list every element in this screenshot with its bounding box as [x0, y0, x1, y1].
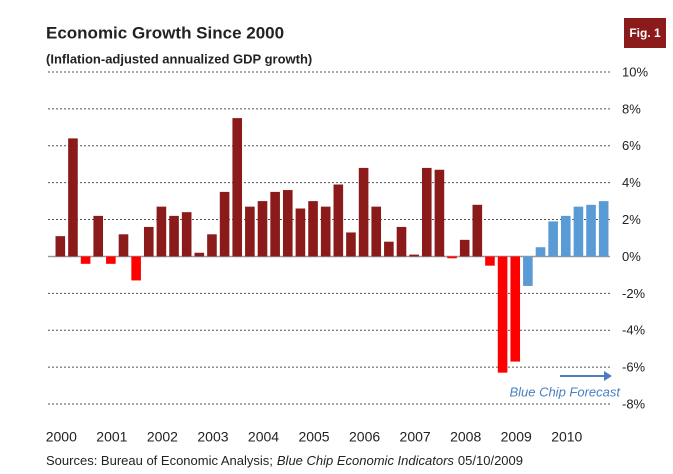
chart-title: Economic Growth Since 2000	[46, 23, 284, 42]
bar	[447, 256, 457, 259]
bar	[371, 206, 382, 257]
bar	[131, 256, 141, 281]
bar	[282, 190, 293, 257]
bar	[106, 256, 116, 264]
badge: Fig. 1	[629, 26, 661, 40]
y-tick-label: 10%	[622, 64, 648, 79]
bar	[333, 184, 344, 257]
bar	[295, 208, 306, 257]
bar	[358, 167, 369, 257]
y-tick-label: 2%	[622, 212, 641, 227]
x-tick-label: 2006	[349, 429, 380, 445]
bar	[523, 256, 533, 286]
source: Sources: Bureau of Economic Analysis; Blu…	[46, 453, 523, 468]
bar	[118, 234, 129, 257]
bar	[434, 169, 445, 257]
bar	[421, 167, 432, 257]
x-tick-label: 2008	[450, 429, 481, 445]
badge-box	[624, 18, 666, 48]
bar	[181, 212, 192, 257]
bar	[384, 241, 394, 257]
y-tick-label: -8%	[622, 396, 646, 411]
bar	[143, 226, 154, 257]
y-tick-label: 8%	[622, 101, 641, 116]
bar	[68, 138, 78, 257]
bar	[548, 221, 558, 257]
bar	[497, 256, 508, 373]
bar	[270, 191, 280, 257]
bar	[346, 232, 356, 257]
x-tick-label: 2009	[501, 429, 532, 445]
bar	[409, 254, 419, 257]
bar	[219, 191, 230, 257]
y-tick-label: -4%	[622, 323, 646, 338]
bar	[485, 256, 495, 266]
x-tick-label: 2001	[96, 429, 127, 445]
x-tick-label: 2010	[551, 429, 582, 445]
bar	[245, 206, 255, 257]
bar	[156, 206, 167, 257]
y-tick-label: 0%	[622, 249, 641, 264]
bar	[308, 201, 318, 257]
source-italic: Blue Chip Economic Indicators	[277, 453, 455, 468]
bar	[510, 256, 521, 362]
annotation: Blue Chip Forecast	[509, 384, 621, 399]
y-tick-label: -6%	[622, 360, 646, 375]
chart-subtitle: (Inflation-adjusted annualized GDP growt…	[46, 51, 312, 66]
bar	[80, 256, 91, 264]
y-tick-label: 6%	[622, 138, 641, 153]
bar	[586, 204, 596, 257]
bar	[194, 252, 205, 257]
bar	[598, 201, 609, 257]
bar	[55, 236, 66, 257]
bar	[560, 215, 571, 257]
arrow-head	[604, 371, 612, 381]
bar	[573, 206, 584, 257]
y-tick-label: -2%	[622, 286, 646, 301]
x-tick-label: 2003	[197, 429, 228, 445]
bar	[396, 226, 407, 257]
x-tick-label: 2000	[46, 429, 77, 445]
x-tick-label: 2005	[298, 429, 329, 445]
bar	[535, 247, 546, 257]
x-tick-label: 2007	[400, 429, 431, 445]
bar	[169, 215, 179, 257]
bar	[93, 215, 104, 257]
bar	[232, 118, 243, 257]
source-prefix: Sources: Bureau of Economic Analysis;	[46, 453, 273, 468]
x-tick-label: 2004	[248, 429, 279, 445]
bar	[459, 239, 470, 257]
bar	[320, 206, 331, 257]
x-tick-label: 2002	[147, 429, 178, 445]
y-tick-label: 4%	[622, 175, 641, 190]
bar	[257, 201, 268, 257]
bar	[472, 204, 483, 257]
source-suffix: 05/10/2009	[458, 453, 523, 468]
bar	[207, 234, 217, 257]
